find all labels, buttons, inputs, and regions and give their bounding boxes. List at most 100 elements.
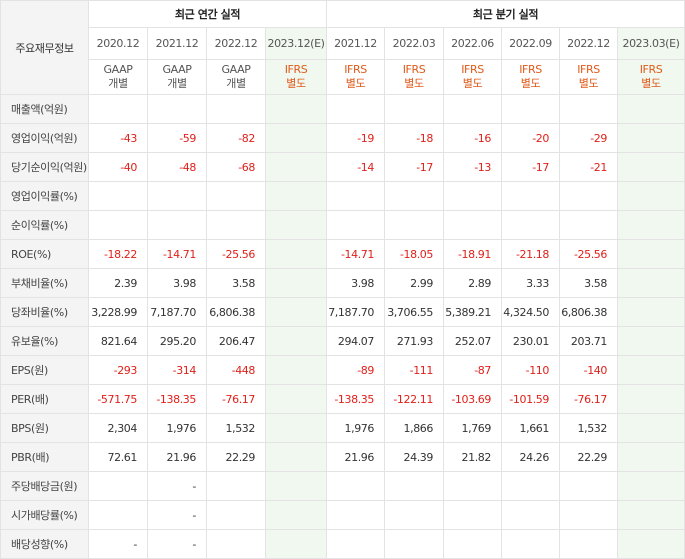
value-cell bbox=[265, 529, 327, 559]
value-cell bbox=[443, 181, 502, 211]
value-cell bbox=[443, 529, 502, 559]
value-cell: 203.71 bbox=[559, 326, 618, 356]
statement-basis: 별도 bbox=[345, 77, 366, 90]
accounting-standard: IFRS bbox=[639, 63, 663, 76]
value-cell bbox=[384, 94, 444, 124]
accounting-type: IFRS 별도 bbox=[617, 59, 685, 95]
value-cell bbox=[617, 210, 685, 240]
value-cell: 1,866 bbox=[384, 413, 444, 443]
period-date: 2021.12 bbox=[147, 27, 207, 60]
table-row: ROE(%) -18.22 -14.71 -25.56 -14.71 -18.05 -18.… bbox=[0, 239, 685, 269]
value-cell: 3.98 bbox=[147, 268, 207, 298]
value-cell bbox=[617, 239, 685, 269]
table-row: EPS(원) -293 -314 -448 -89 -111 -87 -110 -140 bbox=[0, 355, 685, 385]
period-date: 2023.03(E) bbox=[617, 27, 685, 60]
table-row: 주당배당금(원) - bbox=[0, 471, 685, 501]
value-cell: -43 bbox=[88, 123, 148, 153]
row-label: 시가배당률(%) bbox=[0, 500, 89, 530]
value-cell bbox=[617, 529, 685, 559]
statement-basis: 별도 bbox=[641, 77, 661, 90]
period-date: 2022.06 bbox=[443, 27, 502, 60]
statement-basis: 개별 bbox=[167, 77, 187, 90]
value-cell: -14.71 bbox=[326, 239, 385, 269]
accounting-type: GAAP 개별 bbox=[88, 59, 148, 95]
value-cell: -140 bbox=[559, 355, 618, 385]
value-cell bbox=[326, 529, 385, 559]
period-date: 2020.12 bbox=[88, 27, 148, 60]
value-cell bbox=[326, 500, 385, 530]
value-cell bbox=[265, 355, 327, 385]
value-cell: 5,389.21 bbox=[443, 297, 502, 327]
table-row: 매출액(억원) bbox=[0, 94, 685, 124]
accounting-standard: GAAP bbox=[162, 63, 192, 76]
value-cell: 294.07 bbox=[326, 326, 385, 356]
value-cell bbox=[265, 413, 327, 443]
value-cell: -40 bbox=[88, 152, 148, 182]
accounting-standard: GAAP bbox=[103, 63, 133, 76]
period-date: 2022.03 bbox=[384, 27, 444, 60]
value-cell: - bbox=[147, 529, 207, 559]
value-cell bbox=[326, 181, 385, 211]
value-cell bbox=[265, 181, 327, 211]
value-cell bbox=[617, 94, 685, 124]
value-cell: -17 bbox=[384, 152, 444, 182]
accounting-type: GAAP 개별 bbox=[147, 59, 207, 95]
period-date-row: 2020.12 2021.12 2022.12 2023.12(E) 2021.12 20… bbox=[1, 27, 685, 60]
row-label: 영업이익(억원) bbox=[0, 123, 89, 153]
value-cell bbox=[147, 94, 207, 124]
row-label: 배당성향(%) bbox=[0, 529, 89, 559]
value-cell: 22.29 bbox=[559, 442, 618, 472]
value-cell bbox=[265, 152, 327, 182]
row-label: 유보율(%) bbox=[0, 326, 89, 356]
value-cell: 206.47 bbox=[206, 326, 266, 356]
value-cell bbox=[617, 384, 685, 414]
row-label: 순이익률(%) bbox=[0, 210, 89, 240]
value-cell: 24.39 bbox=[384, 442, 444, 472]
value-cell: 271.93 bbox=[384, 326, 444, 356]
value-cell bbox=[265, 326, 327, 356]
value-cell: -314 bbox=[147, 355, 207, 385]
value-cell: -87 bbox=[443, 355, 502, 385]
value-cell bbox=[501, 210, 560, 240]
value-cell: 3,228.99 bbox=[88, 297, 148, 327]
value-cell bbox=[88, 181, 148, 211]
value-cell: -111 bbox=[384, 355, 444, 385]
value-cell: 821.64 bbox=[88, 326, 148, 356]
value-cell bbox=[265, 500, 327, 530]
accounting-type: GAAP 개별 bbox=[206, 59, 266, 95]
value-cell: 6,806.38 bbox=[206, 297, 266, 327]
value-cell: 3.58 bbox=[206, 268, 266, 298]
value-cell: -14 bbox=[326, 152, 385, 182]
table-row: 당기순이익(억원) -40 -48 -68 -14 -17 -13 -17 -21 bbox=[0, 152, 685, 182]
value-cell bbox=[501, 181, 560, 211]
row-label: PBR(배) bbox=[0, 442, 89, 472]
table-row: PBR(배) 72.61 21.96 22.29 21.96 24.39 21.82 24.2… bbox=[0, 442, 685, 472]
value-cell: -76.17 bbox=[559, 384, 618, 414]
value-cell bbox=[617, 123, 685, 153]
statement-basis: 별도 bbox=[520, 77, 541, 90]
value-cell: -59 bbox=[147, 123, 207, 153]
value-cell bbox=[501, 471, 560, 501]
value-cell bbox=[265, 123, 327, 153]
value-cell bbox=[206, 94, 266, 124]
value-cell: 1,532 bbox=[559, 413, 618, 443]
row-label: BPS(원) bbox=[0, 413, 89, 443]
value-cell bbox=[559, 210, 618, 240]
table-row: 배당성향(%) - - bbox=[0, 529, 685, 559]
row-label: EPS(원) bbox=[0, 355, 89, 385]
value-cell bbox=[559, 471, 618, 501]
value-cell bbox=[617, 355, 685, 385]
value-cell: 3.58 bbox=[559, 268, 618, 298]
value-cell: -13 bbox=[443, 152, 502, 182]
value-cell: 230.01 bbox=[501, 326, 560, 356]
value-cell: -25.56 bbox=[206, 239, 266, 269]
value-cell bbox=[617, 471, 685, 501]
value-cell bbox=[617, 442, 685, 472]
table-row: 부채비율(%) 2.39 3.98 3.58 3.98 2.99 2.89 3.33 3.58 bbox=[0, 268, 685, 298]
value-cell bbox=[265, 210, 327, 240]
period-date: 2022.12 bbox=[206, 27, 266, 60]
table-row: 당좌비율(%) 3,228.99 7,187.70 6,806.38 7,187.70 3… bbox=[0, 297, 685, 327]
row-label: 매출액(억원) bbox=[0, 94, 89, 124]
value-cell bbox=[384, 500, 444, 530]
